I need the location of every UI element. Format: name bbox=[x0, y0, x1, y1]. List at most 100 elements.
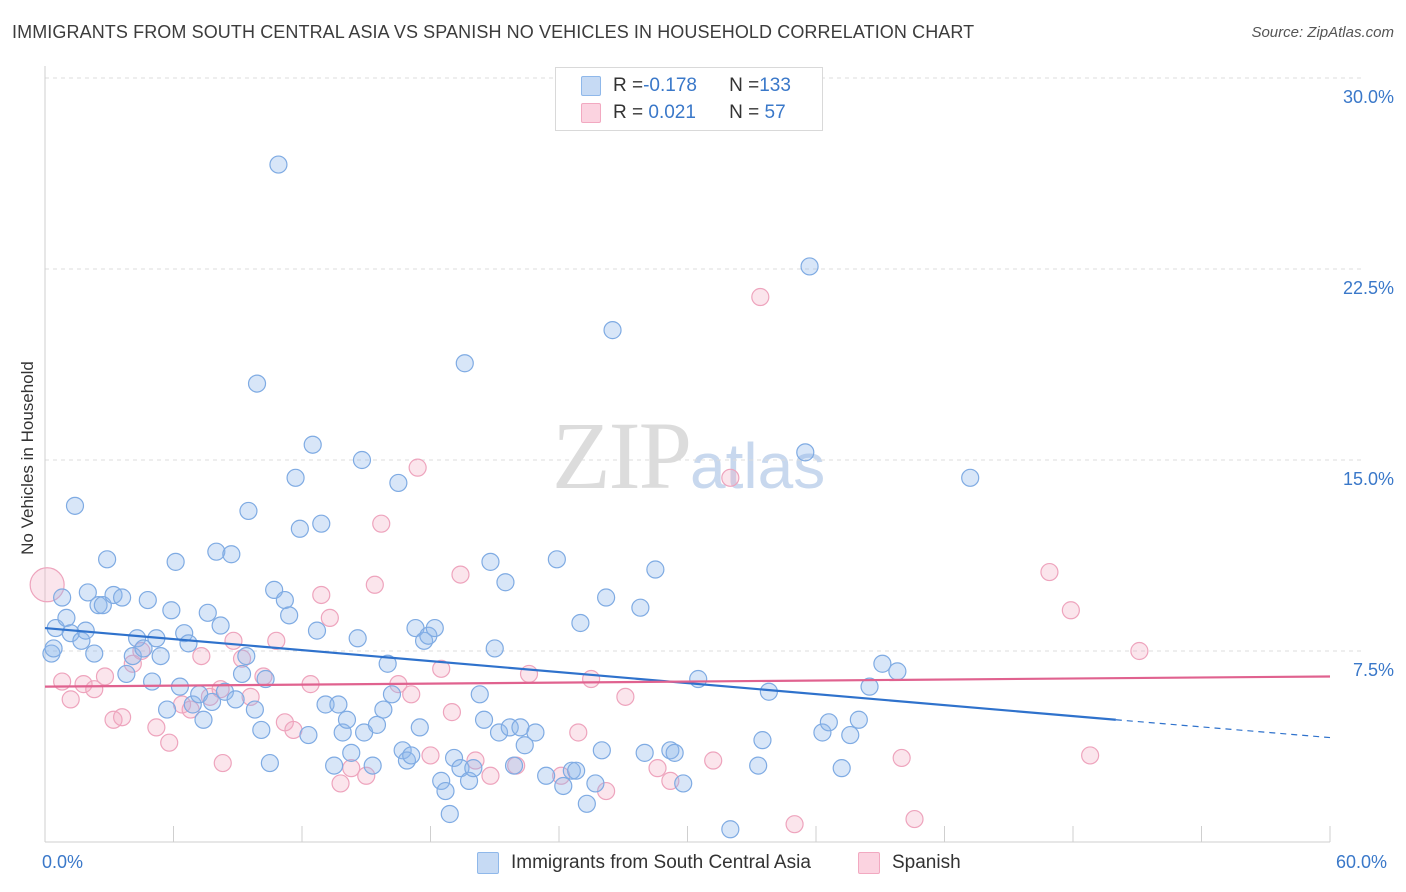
spanish-point bbox=[402, 685, 421, 704]
south-central-asia-point bbox=[247, 374, 267, 393]
south-central-asia-point bbox=[53, 588, 72, 607]
spanish-point bbox=[74, 675, 93, 694]
south-central-asia-point bbox=[674, 774, 693, 793]
south-central-asia-point bbox=[260, 753, 279, 773]
south-central-asia-point bbox=[451, 759, 470, 778]
south-central-asia-point bbox=[378, 654, 397, 673]
south-central-asia-point bbox=[329, 695, 348, 714]
south-central-asia-point bbox=[425, 618, 444, 638]
south-central-asia-point bbox=[78, 583, 97, 602]
pink-swatch-icon bbox=[858, 852, 880, 874]
blue-swatch-icon bbox=[581, 76, 601, 96]
south-central-asia-points bbox=[42, 155, 980, 839]
south-central-asia-point bbox=[175, 624, 194, 643]
south-central-asia-point bbox=[342, 743, 361, 762]
south-central-asia-point bbox=[603, 321, 622, 340]
south-central-asia-point bbox=[389, 473, 408, 493]
south-central-asia-point bbox=[646, 560, 665, 579]
south-central-asia-point bbox=[410, 718, 429, 737]
south-central-asia-trend-extension bbox=[1115, 719, 1331, 739]
south-central-asia-point bbox=[554, 776, 573, 796]
south-central-asia-point bbox=[202, 692, 222, 712]
x-tick-60: 60.0% bbox=[1336, 852, 1388, 872]
south-central-asia-point bbox=[721, 820, 740, 839]
legend-item-spanish: Spanish bbox=[858, 852, 961, 874]
spanish-point bbox=[267, 631, 286, 650]
spanish-point bbox=[147, 718, 166, 737]
south-central-asia-point bbox=[127, 629, 147, 648]
spanish-point bbox=[372, 514, 391, 533]
south-central-asia-point bbox=[226, 690, 245, 709]
spanish-point bbox=[442, 703, 462, 722]
y-tick-15: 15.0% bbox=[1342, 469, 1394, 489]
spanish-point bbox=[112, 708, 132, 727]
south-central-asia-point bbox=[749, 756, 768, 775]
south-central-asia-point bbox=[112, 588, 132, 607]
spanish-point bbox=[95, 667, 115, 686]
legend-label: Immigrants from South Central Asia bbox=[511, 852, 811, 873]
south-central-asia-point bbox=[303, 435, 322, 454]
south-central-asia-point bbox=[489, 723, 509, 742]
south-central-asia-point bbox=[800, 257, 819, 276]
south-central-asia-point bbox=[440, 804, 459, 824]
pink-swatch-icon bbox=[581, 103, 601, 123]
watermark-zip: ZIP bbox=[552, 402, 692, 509]
spanish-point bbox=[331, 774, 350, 793]
blue-swatch-icon bbox=[477, 852, 499, 874]
spanish-point bbox=[123, 654, 142, 673]
south-central-asia-point bbox=[665, 743, 684, 762]
spanish-point bbox=[357, 766, 376, 785]
spanish-point bbox=[312, 585, 331, 605]
spanish-point bbox=[751, 287, 770, 307]
south-central-asia-point bbox=[134, 639, 153, 658]
south-central-asia-point bbox=[888, 662, 907, 681]
n-value: 133 bbox=[759, 75, 791, 96]
south-central-asia-point bbox=[631, 598, 650, 617]
y-tick-7-5: 7.5% bbox=[1352, 660, 1394, 680]
spanish-point bbox=[1040, 562, 1059, 582]
grid bbox=[45, 77, 1365, 652]
south-central-asia-point bbox=[211, 616, 230, 635]
spanish-point bbox=[85, 680, 104, 699]
legend-row-blue: R = -0.178 N = 133 bbox=[581, 74, 791, 98]
n-label: N = bbox=[729, 75, 760, 96]
south-central-asia-point bbox=[352, 450, 372, 470]
south-central-asia-point bbox=[592, 741, 611, 760]
south-central-asia-point bbox=[138, 590, 157, 610]
south-central-asia-point bbox=[382, 685, 402, 704]
spanish-point bbox=[1130, 641, 1149, 661]
south-central-asia-point bbox=[419, 626, 438, 645]
south-central-asia-point bbox=[813, 723, 832, 742]
south-central-asia-point bbox=[455, 354, 474, 373]
south-central-asia-point bbox=[256, 669, 275, 689]
spanish-point bbox=[648, 759, 667, 778]
spanish-point bbox=[421, 746, 440, 765]
n-value: 57 bbox=[759, 102, 786, 123]
south-central-asia-point bbox=[207, 542, 226, 561]
south-central-asia-point bbox=[269, 155, 288, 174]
south-central-asia-point bbox=[157, 700, 177, 719]
south-central-asia-point bbox=[500, 718, 519, 737]
spanish-points bbox=[29, 287, 1149, 834]
south-central-asia-point bbox=[179, 634, 198, 653]
r-value: -0.178 bbox=[643, 75, 697, 96]
legend-row-pink: R = 0.021 N = 57 bbox=[581, 101, 786, 125]
correlation-legend: R = -0.178 N = 133 R = 0.021 N = 57 bbox=[555, 67, 823, 131]
spanish-point bbox=[224, 631, 243, 650]
south-central-asia-point bbox=[232, 664, 252, 684]
south-central-asia-point bbox=[849, 710, 868, 729]
south-central-asia-point bbox=[65, 496, 85, 515]
spanish-point bbox=[365, 575, 384, 594]
south-central-asia-point bbox=[537, 766, 556, 785]
south-central-asia-point bbox=[275, 590, 294, 610]
spanish-point bbox=[192, 646, 211, 666]
south-central-asia-point bbox=[586, 774, 605, 793]
y-axis-label: No Vehicles in Household bbox=[18, 361, 37, 555]
south-central-asia-point bbox=[57, 608, 76, 627]
spanish-point bbox=[213, 753, 232, 773]
spanish-point bbox=[320, 608, 339, 627]
r-label: R = bbox=[613, 75, 644, 96]
south-central-asia-point bbox=[515, 736, 534, 755]
south-central-asia-point bbox=[245, 700, 264, 719]
